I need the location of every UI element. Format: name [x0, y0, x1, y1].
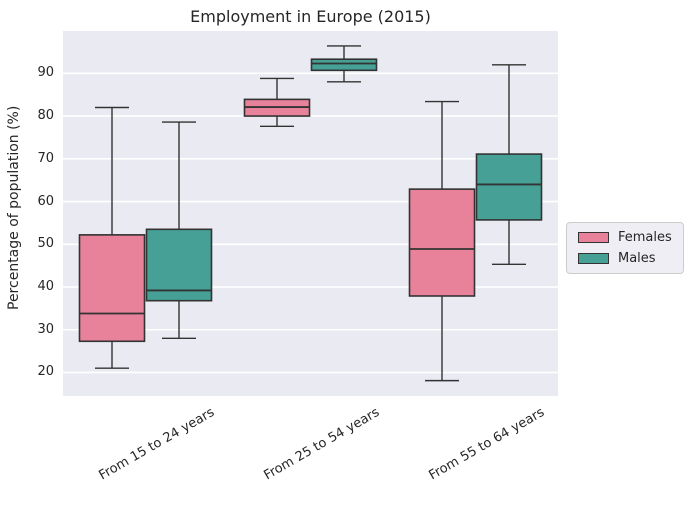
box-males-group1 [310, 45, 378, 83]
plot-background [63, 31, 558, 396]
legend-label-males: Males [618, 251, 656, 266]
box-males-group2 [475, 64, 543, 266]
y-tick-label-20: 20 [37, 364, 54, 380]
y-tick-label-70: 70 [37, 150, 54, 166]
box-females-group0 [78, 106, 146, 369]
chart-title: Employment in Europe (2015) [190, 7, 431, 26]
legend-label-females: Females [618, 230, 672, 245]
males-color-swatch [578, 253, 609, 264]
box-females-group2 [408, 100, 476, 382]
legend: Females Males [566, 222, 684, 274]
box-males-group0 [145, 121, 213, 340]
females-color-swatch [578, 232, 609, 243]
y-tick-label-50: 50 [37, 236, 54, 252]
legend-item-males: Males [578, 251, 672, 266]
y-tick-label-40: 40 [37, 279, 54, 294]
y-tick-label-90: 90 [37, 65, 54, 81]
legend-item-females: Females [578, 230, 672, 245]
box-females-group1 [243, 77, 311, 128]
y-tick-label-80: 80 [37, 108, 54, 124]
y-tick-label-30: 30 [37, 321, 54, 337]
y-tick-label-60: 60 [37, 193, 54, 209]
